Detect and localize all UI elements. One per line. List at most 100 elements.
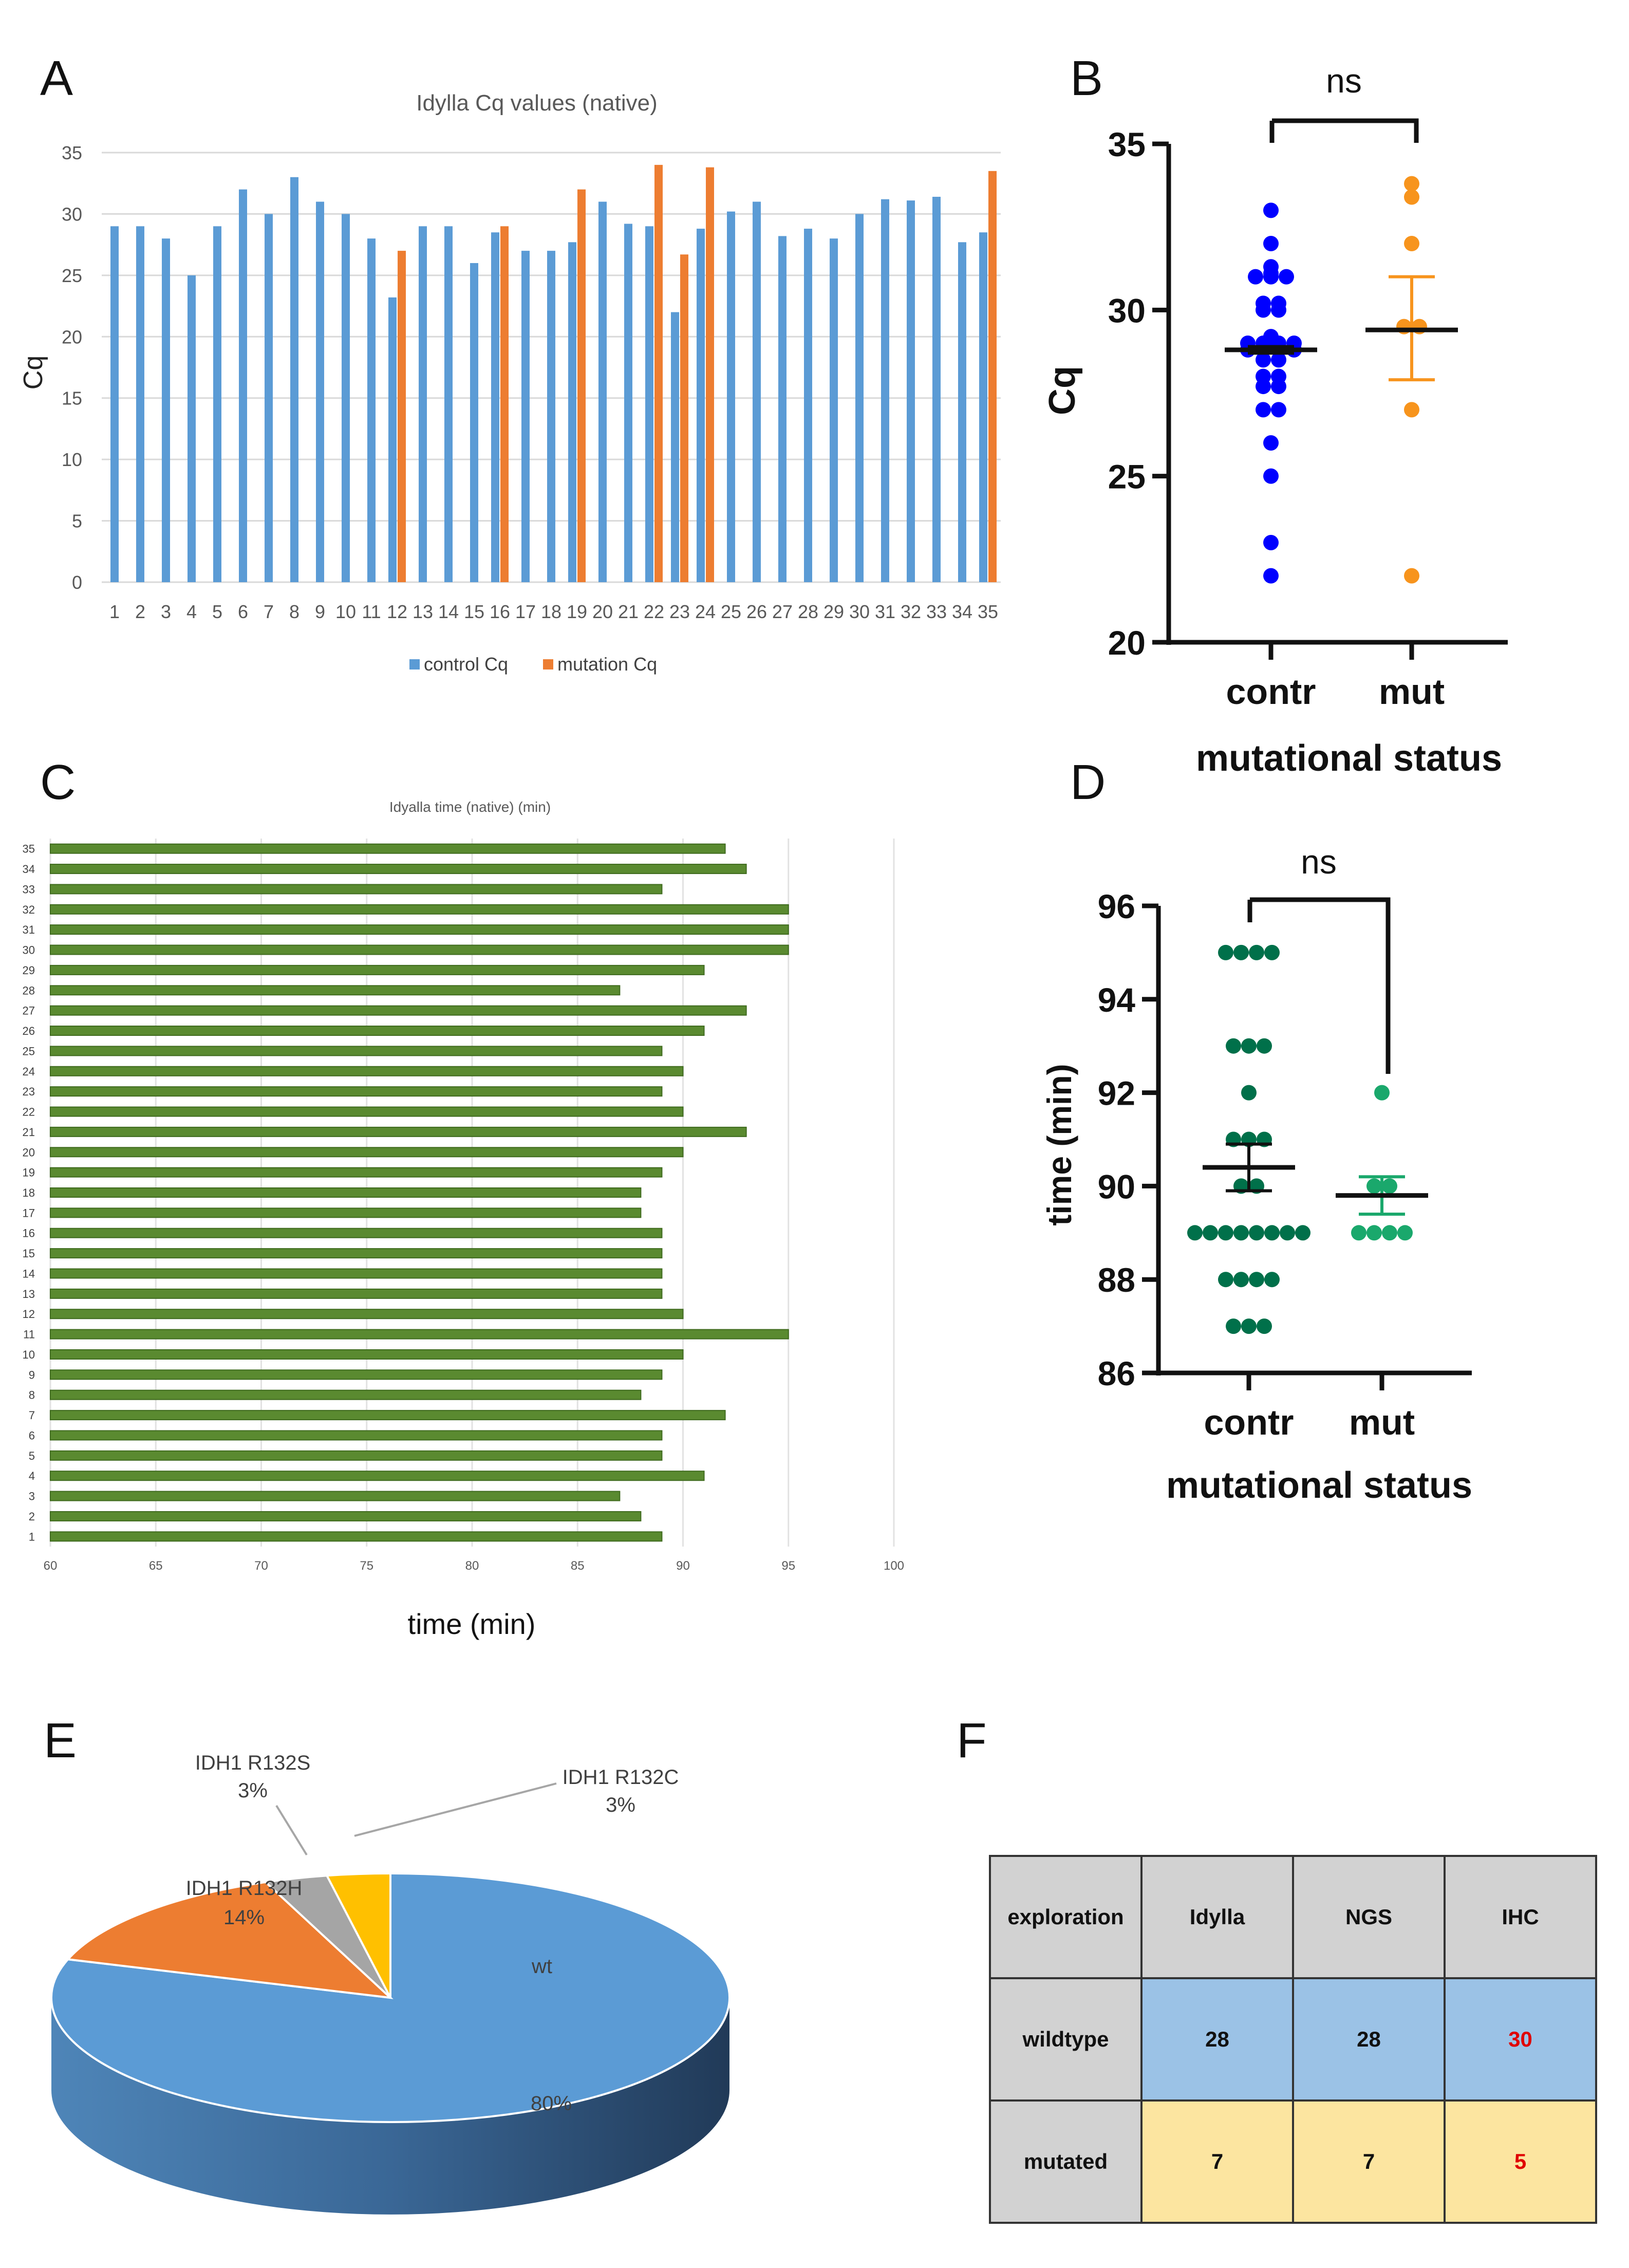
data-point xyxy=(1241,1038,1257,1054)
data-point xyxy=(1233,944,1249,960)
y-tick-label: 28 xyxy=(23,984,35,997)
legend-label-control: control Cq xyxy=(424,654,508,675)
bar-control xyxy=(367,238,376,582)
y-tick-label: 9 xyxy=(29,1368,35,1381)
legend-label-mutation: mutation Cq xyxy=(557,654,657,675)
x-tick-label: mut xyxy=(1349,1402,1415,1442)
y-tick-label: 15 xyxy=(62,388,82,409)
data-point xyxy=(1248,269,1263,285)
data-point xyxy=(1233,1272,1249,1288)
bar-time xyxy=(50,1491,621,1501)
bar-control xyxy=(932,196,941,582)
bar-control xyxy=(388,297,397,582)
table-header-ihc: IHC xyxy=(1444,1855,1597,1979)
bar-control xyxy=(753,201,761,582)
pie-pct-r132h: 14% xyxy=(223,1906,265,1929)
bar-time xyxy=(50,1430,663,1441)
y-tick-label: 4 xyxy=(29,1470,35,1482)
table-row-label-wildtype: wildtype xyxy=(989,1977,1143,2102)
y-tick-label: 25 xyxy=(62,265,82,286)
chart-a-ylabel: Cq xyxy=(18,356,48,389)
y-tick-label: 7 xyxy=(29,1409,35,1422)
x-tick-label: 35 xyxy=(978,601,998,622)
pie-pct-r132c: 3% xyxy=(606,1794,635,1816)
data-point xyxy=(1263,269,1279,285)
y-tick-label: 35 xyxy=(23,843,35,856)
data-point xyxy=(1404,236,1419,251)
pie-label-r132c: IDH1 R132C xyxy=(563,1766,679,1789)
panel-d-scatter: ns time (min) mutational status 86 88 90 92… xyxy=(1040,843,1472,1506)
panel-label-f: F xyxy=(957,1713,987,1768)
pie-label-wt: wt xyxy=(531,1955,552,1978)
x-tick-label: 70 xyxy=(254,1559,268,1573)
bar-control xyxy=(521,251,530,583)
bar-time xyxy=(50,924,789,935)
bar-time xyxy=(50,864,747,875)
bar-control xyxy=(958,242,966,582)
y-tick-label: 25 xyxy=(23,1045,35,1057)
bar-mutation xyxy=(500,226,509,582)
chart-a-legend: control Cq mutation Cq xyxy=(409,654,657,675)
table-row-mutated: mutated 7 7 5 xyxy=(989,2099,1597,2224)
bar-time xyxy=(50,1389,642,1400)
data-point xyxy=(1263,435,1279,451)
chart-a-title: Idylla Cq values (native) xyxy=(416,90,658,116)
y-tick-label: 30 xyxy=(23,944,35,957)
bar-control xyxy=(727,211,735,582)
y-tick-label: 21 xyxy=(23,1126,35,1139)
bar-control xyxy=(881,199,889,582)
y-tick-label: 12 xyxy=(23,1308,35,1321)
data-point xyxy=(1404,176,1419,192)
data-point xyxy=(1256,352,1271,368)
data-point xyxy=(1218,1225,1233,1241)
table-cell-wildtype-ngs: 28 xyxy=(1292,1977,1446,2102)
panel-label-e: E xyxy=(44,1713,77,1768)
y-tick-label: 24 xyxy=(23,1065,35,1078)
bar-time xyxy=(50,1329,789,1340)
y-tick-label: 5 xyxy=(29,1449,35,1462)
x-tick-label: 100 xyxy=(884,1559,904,1573)
bar-time xyxy=(50,1126,747,1137)
bar-time xyxy=(50,1511,642,1521)
bar-control xyxy=(316,201,324,582)
y-tick-label: 35 xyxy=(1108,125,1146,163)
data-point xyxy=(1257,1318,1272,1334)
x-tick-label: 5 xyxy=(212,601,222,622)
bar-control xyxy=(645,226,653,582)
data-point xyxy=(1249,1225,1264,1241)
y-tick-label: 5 xyxy=(72,511,82,532)
y-tick-label: 20 xyxy=(1108,624,1146,662)
table-row-label-mutated: mutated xyxy=(989,2099,1143,2224)
bar-time xyxy=(50,985,621,996)
bar-time xyxy=(50,1410,726,1421)
y-tick-label: 3 xyxy=(29,1490,35,1503)
table-cell-mutated-idylla: 7 xyxy=(1140,2099,1294,2224)
y-tick-label: 10 xyxy=(62,449,82,470)
data-point xyxy=(1404,402,1419,418)
bar-control xyxy=(136,226,144,582)
y-tick-label: 15 xyxy=(23,1247,35,1260)
bar-control xyxy=(697,229,705,582)
y-tick-label: 92 xyxy=(1098,1074,1135,1112)
x-tick-label: 25 xyxy=(721,601,741,622)
data-point xyxy=(1397,1225,1413,1241)
x-tick-label: 4 xyxy=(186,601,197,622)
bar-control xyxy=(830,238,838,582)
y-tick-label: 30 xyxy=(1108,291,1146,329)
y-tick-label: 10 xyxy=(23,1348,35,1361)
chart-d-xlabel: mutational status xyxy=(1166,1465,1472,1506)
x-tick-label: 20 xyxy=(592,601,613,622)
x-tick-label: 16 xyxy=(490,601,510,622)
x-tick-label: 22 xyxy=(644,601,664,622)
pie-pct-wt: 80% xyxy=(531,2092,572,2115)
data-point xyxy=(1203,1225,1218,1241)
x-tick-label: 7 xyxy=(264,601,274,622)
y-tick-label: 0 xyxy=(72,572,82,593)
bar-control xyxy=(162,238,170,582)
legend-swatch-mutation xyxy=(543,659,553,670)
pie-slice xyxy=(66,1881,394,1999)
bar-control xyxy=(624,224,632,583)
data-point xyxy=(1241,1318,1257,1334)
panel-label-a: A xyxy=(40,51,73,106)
table-header-row: exploration Idylla NGS IHC xyxy=(989,1855,1597,1979)
